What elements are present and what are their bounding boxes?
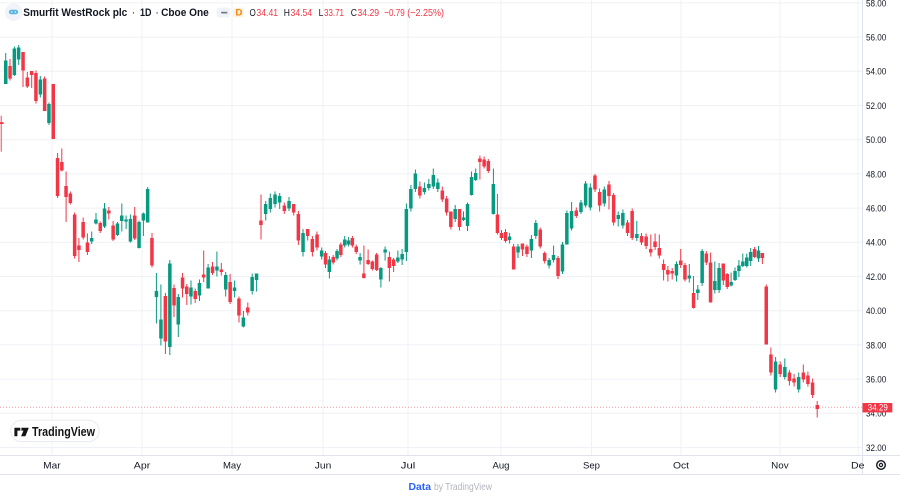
- svg-text:C: C: [351, 7, 358, 19]
- svg-text:−0.79: −0.79: [384, 7, 405, 19]
- svg-text:42.00: 42.00: [866, 272, 886, 283]
- svg-text:50.00: 50.00: [866, 135, 886, 146]
- svg-text:33.71: 33.71: [324, 7, 344, 19]
- svg-text:Mar: Mar: [43, 460, 61, 471]
- svg-text:44.00: 44.00: [866, 238, 886, 249]
- svg-text:Data: Data: [409, 481, 432, 493]
- svg-text:·: ·: [155, 7, 159, 19]
- svg-text:May: May: [223, 460, 241, 471]
- svg-text:(−2.25%): (−2.25%): [407, 7, 444, 19]
- svg-text:Apr: Apr: [134, 460, 151, 471]
- svg-text:34.00: 34.00: [866, 409, 886, 420]
- svg-text:Smurfit WestRock plc: Smurfit WestRock plc: [23, 7, 127, 19]
- svg-text:48.00: 48.00: [866, 169, 886, 180]
- svg-text:54.00: 54.00: [866, 67, 886, 78]
- svg-text:Aug: Aug: [493, 460, 510, 471]
- svg-text:40.00: 40.00: [866, 306, 886, 317]
- svg-text:34.29: 34.29: [357, 7, 379, 19]
- svg-text:1D: 1D: [140, 7, 152, 19]
- svg-text:Jul: Jul: [401, 460, 416, 471]
- svg-text:Oct: Oct: [673, 460, 689, 471]
- svg-text:Cboe One: Cboe One: [161, 7, 209, 19]
- svg-text:34.54: 34.54: [291, 7, 313, 19]
- svg-text:O: O: [250, 7, 256, 19]
- svg-text:52.00: 52.00: [866, 101, 886, 112]
- svg-text:34.29: 34.29: [868, 403, 888, 414]
- svg-text:De: De: [851, 460, 865, 471]
- svg-text:34.41: 34.41: [256, 7, 278, 19]
- svg-text:L: L: [319, 7, 324, 19]
- svg-text:46.00: 46.00: [866, 204, 886, 215]
- svg-text:56.00: 56.00: [866, 33, 886, 44]
- svg-text:38.00: 38.00: [866, 340, 886, 351]
- svg-text:58.00: 58.00: [866, 0, 886, 9]
- svg-text:TradingView: TradingView: [32, 424, 96, 439]
- svg-text:32.00: 32.00: [866, 443, 886, 454]
- svg-text:·: ·: [132, 7, 136, 19]
- svg-text:36.00: 36.00: [866, 375, 886, 386]
- svg-text:by TradingView: by TradingView: [434, 481, 492, 493]
- svg-text:Sep: Sep: [583, 460, 600, 471]
- svg-text:Jun: Jun: [315, 460, 332, 471]
- svg-text:H: H: [284, 7, 290, 19]
- svg-text:D: D: [236, 7, 243, 18]
- svg-text:Nov: Nov: [771, 460, 789, 471]
